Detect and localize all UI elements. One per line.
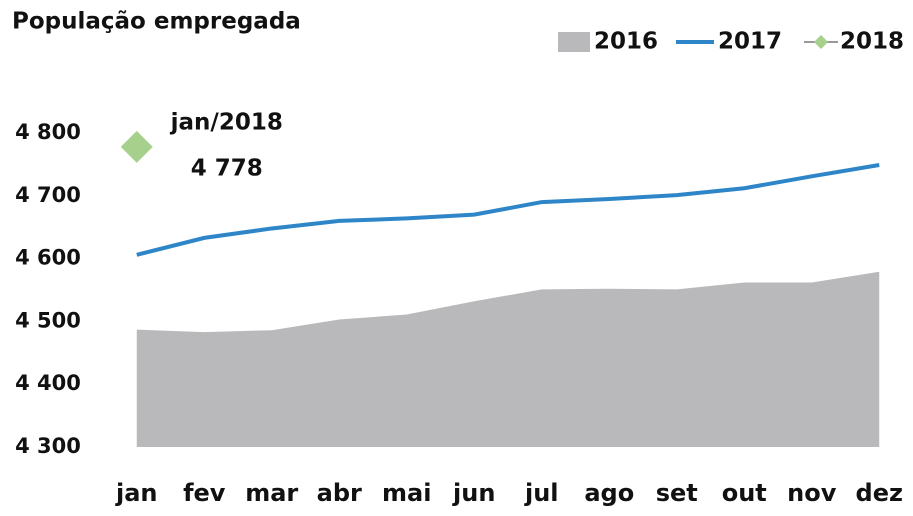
x-tick-label: dez: [856, 479, 903, 507]
legend-label: 2018: [840, 29, 904, 55]
x-tick-label: mai: [382, 479, 431, 507]
y-tick-label: 4 800: [15, 120, 81, 144]
chart-title: População empregada: [12, 9, 301, 35]
x-tick-label: abr: [317, 479, 362, 507]
x-tick-label: mar: [245, 479, 298, 507]
legend-label: 2016: [594, 29, 658, 55]
marker: [120, 130, 153, 163]
x-tick-label: out: [722, 479, 767, 507]
annotation: jan/2018: [170, 109, 283, 135]
x-tick-label: jul: [524, 479, 559, 507]
x-tick-label: jan: [115, 479, 158, 507]
y-tick-label: 4 700: [15, 183, 81, 207]
area: [136, 271, 880, 447]
x-tick-label: set: [656, 479, 698, 507]
value-label: 4 778: [191, 155, 263, 181]
legend-label: 2017: [718, 29, 782, 55]
legend-marker: [814, 35, 828, 49]
x-tick-label: jun: [452, 479, 495, 507]
x-tick-label: nov: [787, 479, 837, 507]
x-tick-label: fev: [183, 479, 226, 507]
line: [136, 163, 880, 257]
y-tick-label: 4 500: [15, 308, 81, 332]
x-tick-label: ago: [584, 479, 634, 507]
y-tick-label: 4 300: [15, 434, 81, 458]
y-tick-label: 4 600: [15, 246, 81, 270]
y-tick-label: 4 400: [15, 371, 81, 395]
legend-swatch: [558, 32, 590, 52]
